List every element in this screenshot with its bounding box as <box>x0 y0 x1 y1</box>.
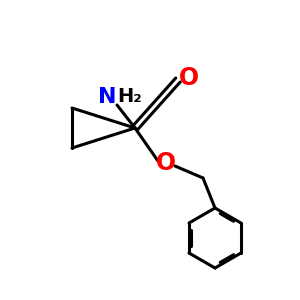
Text: H₂: H₂ <box>117 88 142 106</box>
Text: O: O <box>156 151 176 175</box>
Text: O: O <box>179 66 199 90</box>
Text: N: N <box>98 87 117 107</box>
